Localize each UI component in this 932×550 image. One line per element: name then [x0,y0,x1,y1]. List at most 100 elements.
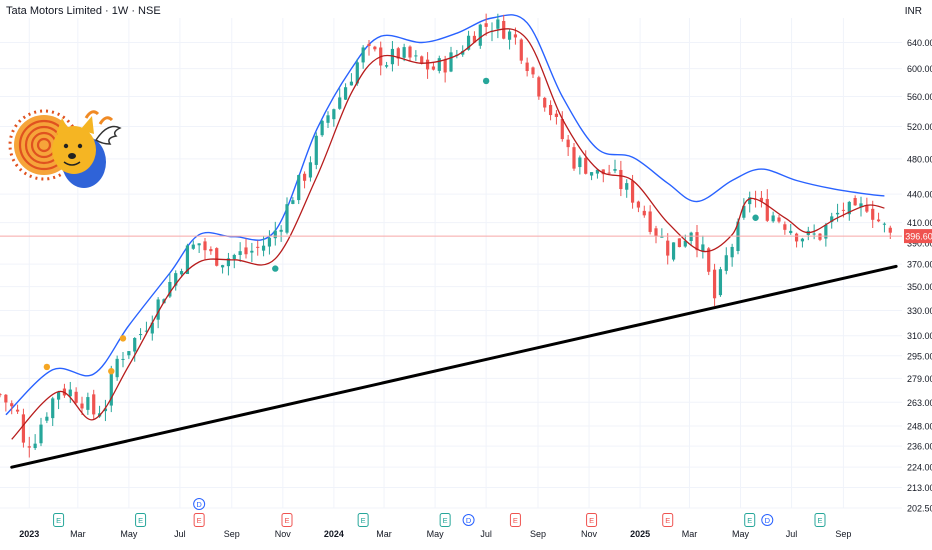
event-badge-earnings-down[interactable]: E [586,513,598,527]
candle-up [748,191,752,213]
candle-down [21,408,26,448]
x-tick-label: 2023 [19,529,39,539]
candle-up [185,243,190,275]
y-tick-label: 248.00 [907,422,932,432]
candle-body [765,199,769,221]
symbol-title[interactable]: Tata Motors Limited · 1W · NSE [6,5,161,17]
candle-body [654,228,658,236]
candle-body [677,238,682,248]
candle-body [226,258,231,267]
event-badge-earnings-up[interactable]: E [744,513,756,527]
dividend-badge-icon[interactable] [462,514,475,526]
earnings-badge-icon[interactable] [193,513,205,527]
earnings-badge-icon[interactable] [744,513,756,527]
candle-down [367,39,371,56]
candle-body [718,269,723,296]
event-badge-label: D [466,516,472,525]
candle-body [402,47,406,58]
candle-down [74,387,78,404]
earnings-badge-icon[interactable] [281,513,293,527]
y-tick-label: 330.00 [907,306,932,316]
dividend-badge-icon[interactable] [193,498,206,510]
earnings-badge-icon[interactable] [135,513,147,527]
event-badge-dividend[interactable]: D [462,514,475,526]
candle-up [285,197,289,235]
candle-up [133,337,137,362]
event-badge-earnings-up[interactable]: E [135,513,147,527]
candle-down [62,383,67,398]
candle-up [496,13,500,39]
candle-down [794,232,799,248]
candle-body [789,230,793,234]
y-tick-label: 520.00 [907,122,932,132]
candle-body [203,241,207,251]
event-badge-earnings-up[interactable]: E [357,513,369,527]
event-badge-dividend[interactable]: D [761,514,774,526]
candle-up [835,203,840,222]
events-layer[interactable]: E E EDE E E D E E E E D E [53,498,826,527]
candle-body [543,97,547,108]
candle-up [320,119,324,137]
candle-body [33,443,37,449]
candle-body [314,135,318,165]
candle-body [689,232,693,242]
x-tick-label: May [120,529,138,539]
earnings-badge-icon[interactable] [509,513,521,527]
earnings-badge-icon[interactable] [357,513,369,527]
candle-up [39,417,43,447]
candle-down [554,110,559,125]
candle-body [185,245,190,275]
x-tick-label: Sep [835,529,851,539]
earnings-badge-icon[interactable] [53,513,65,527]
dividend-badge-icon[interactable] [761,514,774,526]
event-badge-earnings-down[interactable]: E [281,513,293,527]
x-tick-label: 2024 [324,529,344,539]
event-badge-earnings-down[interactable]: E [193,513,205,527]
y-tick-label: 440.00 [907,190,932,200]
event-badge-earnings-up[interactable]: E [53,513,65,527]
candle-down [818,232,822,242]
earnings-badge-icon[interactable] [662,513,674,527]
event-badge-label: E [513,516,518,525]
candle-down [484,13,488,36]
candle-body [138,334,143,336]
candle-up [279,225,283,242]
candle-down [783,221,787,235]
candle-body [525,62,529,72]
currency-label[interactable]: INR [904,6,922,17]
candle-up [150,315,154,341]
earnings-badge-icon[interactable] [439,513,451,527]
candle-up [771,211,775,223]
candle-body [297,175,301,201]
y-tick-label: 390.00 [907,238,932,248]
candle-body [156,299,160,320]
candle-up [220,264,225,274]
event-badge-label: E [138,516,143,525]
event-badge-earnings-up[interactable]: E [439,513,451,527]
candle-body [671,242,676,260]
event-badge-earnings-down[interactable]: E [509,513,521,527]
x-tick-label: Sep [530,529,546,539]
event-badge-earnings-down[interactable]: E [662,513,674,527]
event-badge-dividend[interactable]: D [193,498,206,510]
x-axis[interactable]: 2023 Mar May Jul Sep Nov 2024 Mar May Jul Sep Nov 20… [19,529,851,539]
candle-up [191,240,195,250]
candle-body [666,240,670,256]
trendline-layer[interactable] [10,264,898,469]
candle-body [496,19,500,29]
candle-body [408,46,412,58]
candle-up [701,235,705,259]
support-trendline[interactable] [10,264,898,469]
earnings-badge-icon[interactable] [586,513,598,527]
event-badge-earnings-up[interactable]: E [814,513,826,527]
candle-down [712,263,717,307]
candle-up [384,61,389,69]
candle-down [525,57,529,77]
y-axis[interactable]: 640.00 600.00 560.00 520.00 480.00 440.00 410.… [904,38,932,514]
earnings-badge-icon[interactable] [814,513,826,527]
x-tick-label: Mar [70,529,86,539]
candle-up [138,328,143,340]
middle-band-line [11,28,885,440]
last-price-label: 396.60 [905,232,932,242]
